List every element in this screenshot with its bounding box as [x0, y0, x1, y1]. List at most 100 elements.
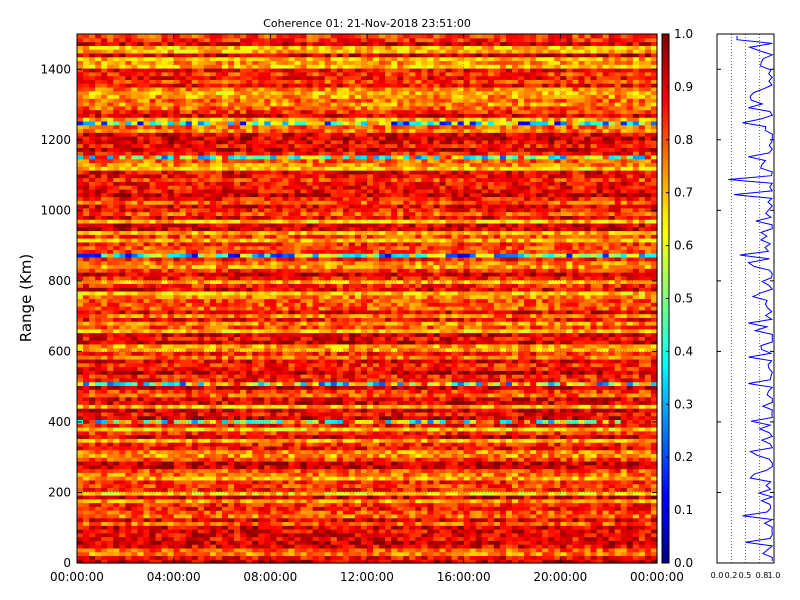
heatmap-cell	[584, 400, 592, 405]
heatmap-cell	[203, 438, 211, 443]
heatmap-cell	[385, 449, 392, 455]
heatmap-cell	[101, 494, 108, 500]
heatmap-cell	[270, 513, 277, 519]
heatmap-cell	[608, 525, 616, 530]
heatmap-cell	[83, 453, 90, 458]
heatmap-cell	[584, 426, 592, 432]
heatmap-cell	[650, 404, 658, 409]
heatmap-cell	[77, 551, 84, 557]
heatmap-cell	[614, 449, 622, 455]
heatmap-cell	[294, 513, 302, 519]
heatmap-cell	[203, 457, 211, 462]
heatmap-cell	[107, 381, 114, 387]
heatmap-cell	[222, 389, 229, 394]
heatmap-cell	[439, 370, 447, 375]
heatmap-cell	[354, 525, 362, 530]
heatmap-cell	[578, 445, 586, 451]
heatmap-cell	[288, 423, 296, 428]
heatmap-cell	[288, 506, 296, 511]
heatmap-cell	[173, 551, 181, 557]
heatmap-cell	[409, 544, 416, 549]
heatmap-cell	[185, 449, 193, 455]
heatmap-cell	[95, 415, 102, 421]
heatmap-cell	[620, 472, 628, 477]
heatmap-cell	[578, 374, 586, 379]
heatmap-cell	[572, 555, 580, 560]
heatmap-cell	[209, 506, 217, 511]
heatmap-cell	[185, 457, 193, 462]
heatmap-cell	[512, 487, 519, 492]
heatmap-cell	[397, 525, 404, 530]
heatmap-cell	[270, 517, 277, 523]
heatmap-cell	[379, 494, 386, 500]
heatmap-cell	[536, 366, 543, 371]
heatmap-cell	[542, 374, 549, 379]
heatmap-cell	[487, 494, 495, 500]
heatmap-cell	[143, 528, 151, 534]
heatmap-cell	[149, 464, 157, 470]
heatmap-cell	[354, 366, 362, 371]
heatmap-cell	[258, 460, 265, 466]
heatmap-cell	[161, 453, 169, 458]
heatmap-cell	[155, 479, 163, 485]
heatmap-cell	[373, 479, 380, 485]
heatmap-cell	[191, 419, 199, 424]
heatmap-cell	[276, 544, 284, 549]
heatmap-cell	[596, 374, 604, 379]
heatmap-cell	[463, 525, 471, 530]
heatmap-cell	[572, 510, 580, 515]
heatmap-cell	[409, 426, 416, 432]
heatmap-cell	[638, 517, 646, 523]
heatmap-cell	[391, 559, 398, 564]
heatmap-cell	[131, 528, 139, 534]
heatmap-cell	[409, 460, 416, 466]
heatmap-cell	[626, 419, 634, 424]
heatmap-cell	[197, 528, 205, 534]
heatmap-cell	[584, 374, 592, 379]
heatmap-cell	[101, 426, 108, 432]
heatmap-cell	[433, 479, 441, 485]
heatmap-cell	[240, 415, 247, 421]
heatmap-cell	[330, 415, 338, 421]
heatmap-cell	[469, 506, 477, 511]
heatmap-cell	[276, 453, 284, 458]
heatmap-cell	[312, 506, 320, 511]
heatmap-cell	[403, 494, 410, 500]
heatmap-cell	[179, 385, 187, 390]
heatmap-cell	[403, 476, 410, 481]
heatmap-cell	[125, 400, 132, 405]
heatmap-cell	[300, 445, 308, 451]
heatmap-cell	[463, 377, 471, 383]
heatmap-cell	[463, 392, 471, 398]
heatmap-cell	[638, 381, 646, 387]
heatmap-cell	[131, 442, 139, 447]
heatmap-cell	[415, 547, 422, 553]
heatmap-cell	[300, 370, 308, 375]
heatmap-cell	[584, 411, 592, 417]
heatmap-cell	[119, 389, 126, 394]
heatmap-cell	[246, 415, 253, 421]
heatmap-cell	[379, 479, 386, 485]
heatmap-cell	[185, 498, 193, 504]
heatmap-cell	[101, 438, 108, 443]
heatmap-cell	[185, 370, 193, 375]
heatmap-cell	[638, 434, 646, 439]
heatmap-cell	[228, 532, 235, 538]
heatmap-cell	[203, 464, 211, 470]
heatmap-cell	[620, 426, 628, 432]
heatmap-cell	[566, 498, 574, 504]
heatmap-cell	[294, 525, 302, 530]
heatmap-cell	[457, 457, 465, 462]
heatmap-cell	[548, 389, 555, 394]
heatmap-cell	[385, 366, 392, 371]
heatmap-cell	[294, 396, 302, 402]
heatmap-cell	[89, 442, 96, 447]
heatmap-cell	[306, 532, 314, 538]
heatmap-cell	[270, 559, 277, 564]
heatmap-cell	[252, 513, 259, 519]
heatmap-cell	[294, 555, 302, 560]
heatmap-cell	[391, 525, 398, 530]
heatmap-cell	[330, 510, 338, 515]
heatmap-cell	[481, 498, 489, 504]
heatmap-cell	[602, 381, 610, 387]
